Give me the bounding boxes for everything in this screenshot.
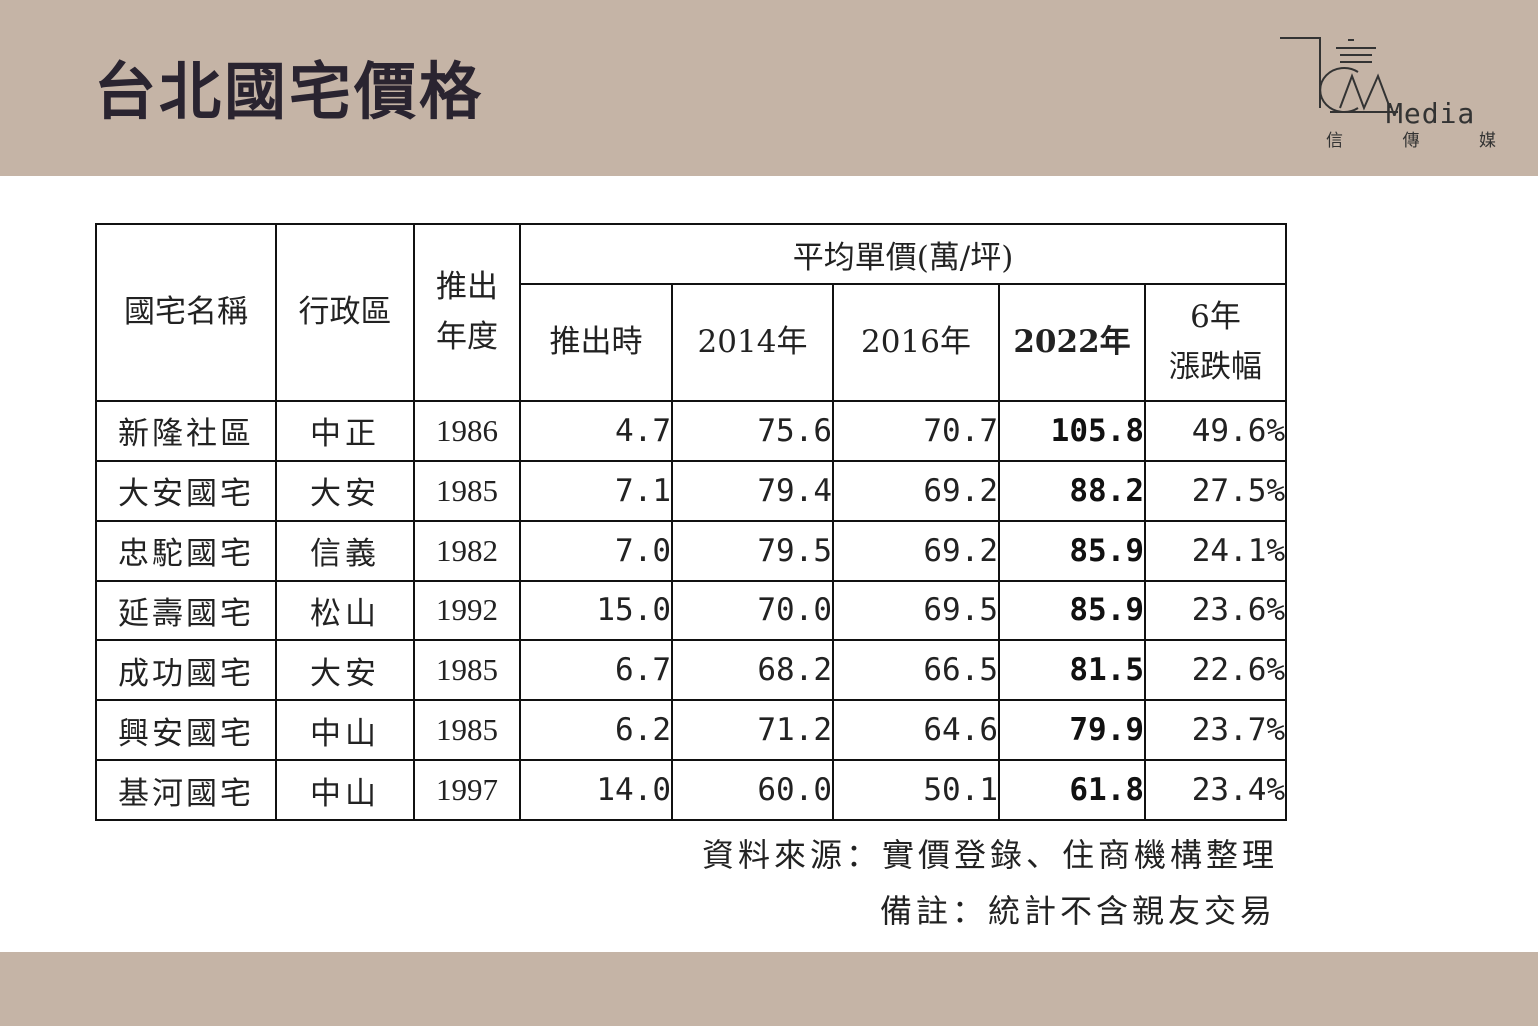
cell-2022: 79.9 bbox=[998, 699, 1146, 762]
cell-2016: 50.1 bbox=[832, 759, 1000, 821]
logo-mark-icon bbox=[1280, 37, 1398, 113]
header-change: 6年 漲跌幅 bbox=[1143, 283, 1288, 402]
table-row: 成功國宅 大安 1985 6.7 68.2 66.5 81.5 22.6% bbox=[95, 639, 1288, 702]
header-district: 行政區 bbox=[275, 223, 415, 402]
cell-change: 23.4% bbox=[1143, 759, 1288, 821]
cell-launch-price: 14.0 bbox=[519, 759, 673, 821]
cell-year: 1982 bbox=[413, 519, 521, 582]
logo-sub-char: 媒 bbox=[1479, 131, 1496, 151]
media-logo: Media 信 傳 媒 bbox=[1278, 34, 1498, 154]
header-2016: 2016年 bbox=[832, 283, 1000, 402]
cell-district: 中山 bbox=[275, 699, 415, 762]
cell-launch-price: 6.2 bbox=[519, 699, 673, 762]
cell-launch-price: 7.1 bbox=[519, 459, 673, 522]
cell-district: 中正 bbox=[275, 400, 415, 462]
cell-name: 忠駝國宅 bbox=[95, 519, 277, 582]
logo-word: Media bbox=[1386, 97, 1476, 130]
header-band bbox=[0, 0, 1538, 176]
cell-2016: 69.2 bbox=[832, 519, 1000, 582]
cell-launch-price: 4.7 bbox=[519, 400, 673, 462]
header-launch-year: 推出 年度 bbox=[413, 223, 521, 402]
cell-2022: 105.8 bbox=[998, 400, 1146, 462]
cell-district: 松山 bbox=[275, 579, 415, 642]
cell-change: 22.6% bbox=[1143, 639, 1288, 702]
table-row: 興安國宅 中山 1985 6.2 71.2 64.6 79.9 23.7% bbox=[95, 699, 1288, 762]
table-row: 新隆社區 中正 1986 4.7 75.6 70.7 105.8 49.6% bbox=[95, 400, 1288, 462]
cell-year: 1997 bbox=[413, 759, 521, 821]
cell-2022: 85.9 bbox=[998, 579, 1146, 642]
cell-2016: 69.5 bbox=[832, 579, 1000, 642]
header-name: 國宅名稱 bbox=[95, 223, 277, 402]
cell-launch-price: 15.0 bbox=[519, 579, 673, 642]
cell-2014: 70.0 bbox=[671, 579, 834, 642]
cell-2022: 81.5 bbox=[998, 639, 1146, 702]
cell-change: 24.1% bbox=[1143, 519, 1288, 582]
header-avg-price: 平均單價(萬/坪) bbox=[518, 223, 1288, 285]
remark-note: 備註：統計不含親友交易 bbox=[879, 892, 1276, 930]
table-row: 忠駝國宅 信義 1982 7.0 79.5 69.2 85.9 24.1% bbox=[95, 519, 1288, 582]
logo-sub-char: 傳 bbox=[1402, 131, 1420, 151]
footer-band bbox=[0, 952, 1538, 1026]
header-change-line2: 漲跌幅 bbox=[1169, 348, 1263, 385]
cell-2022: 88.2 bbox=[998, 459, 1146, 522]
page-title: 台北國宅價格 bbox=[94, 55, 485, 128]
cell-name: 成功國宅 bbox=[95, 639, 277, 702]
header-2022: 2022年 bbox=[998, 283, 1146, 402]
cell-name: 大安國宅 bbox=[95, 459, 277, 522]
cell-2016: 70.7 bbox=[832, 400, 1000, 462]
cell-2016: 69.2 bbox=[832, 459, 1000, 522]
cell-change: 23.7% bbox=[1143, 699, 1288, 762]
source-note: 資料來源：實價登錄、住商機構整理 bbox=[701, 836, 1278, 874]
cell-district: 中山 bbox=[275, 759, 415, 821]
cell-2014: 60.0 bbox=[671, 759, 834, 821]
cell-change: 49.6% bbox=[1143, 400, 1288, 462]
cell-name: 新隆社區 bbox=[95, 400, 277, 462]
cell-2016: 66.5 bbox=[832, 639, 1000, 702]
table-row: 大安國宅 大安 1985 7.1 79.4 69.2 88.2 27.5% bbox=[95, 459, 1288, 522]
cell-launch-price: 6.7 bbox=[519, 639, 673, 702]
cell-2014: 68.2 bbox=[671, 639, 834, 702]
cell-2014: 71.2 bbox=[671, 699, 834, 762]
cell-year: 1985 bbox=[413, 459, 521, 522]
cell-change: 27.5% bbox=[1143, 459, 1288, 522]
cell-2014: 79.5 bbox=[671, 519, 834, 582]
cell-2022: 85.9 bbox=[998, 519, 1146, 582]
cell-change: 23.6% bbox=[1143, 579, 1288, 642]
cell-year: 1986 bbox=[413, 400, 521, 462]
cell-name: 興安國宅 bbox=[95, 699, 277, 762]
table-row: 延壽國宅 松山 1992 15.0 70.0 69.5 85.9 23.6% bbox=[95, 579, 1288, 642]
cell-year: 1985 bbox=[413, 639, 521, 702]
cell-name: 基河國宅 bbox=[95, 759, 277, 821]
cell-district: 大安 bbox=[275, 639, 415, 702]
cell-district: 信義 bbox=[275, 519, 415, 582]
cell-2014: 75.6 bbox=[671, 400, 834, 462]
header-launch-year-line1: 推出 bbox=[436, 268, 498, 305]
table-row: 基河國宅 中山 1997 14.0 60.0 50.1 61.8 23.4% bbox=[95, 759, 1288, 821]
header-change-line1: 6年 bbox=[1190, 298, 1241, 335]
header-2014: 2014年 bbox=[671, 283, 834, 402]
cell-year: 1985 bbox=[413, 699, 521, 762]
cell-district: 大安 bbox=[275, 459, 415, 522]
cell-name: 延壽國宅 bbox=[95, 579, 277, 642]
logo-sub-char: 信 bbox=[1326, 131, 1343, 151]
cell-year: 1992 bbox=[413, 579, 521, 642]
cell-launch-price: 7.0 bbox=[519, 519, 673, 582]
cell-2022: 61.8 bbox=[998, 759, 1146, 821]
logo-subtitle: 信 傳 媒 bbox=[1326, 126, 1496, 151]
price-table: 國宅名稱 行政區 推出 年度 平均單價(萬/坪) 推出時 2014年 2016年… bbox=[95, 223, 1288, 821]
cell-2016: 64.6 bbox=[832, 699, 1000, 762]
header-at-launch: 推出時 bbox=[519, 283, 673, 402]
header-launch-year-line2: 年度 bbox=[436, 318, 498, 355]
cell-2014: 79.4 bbox=[671, 459, 834, 522]
